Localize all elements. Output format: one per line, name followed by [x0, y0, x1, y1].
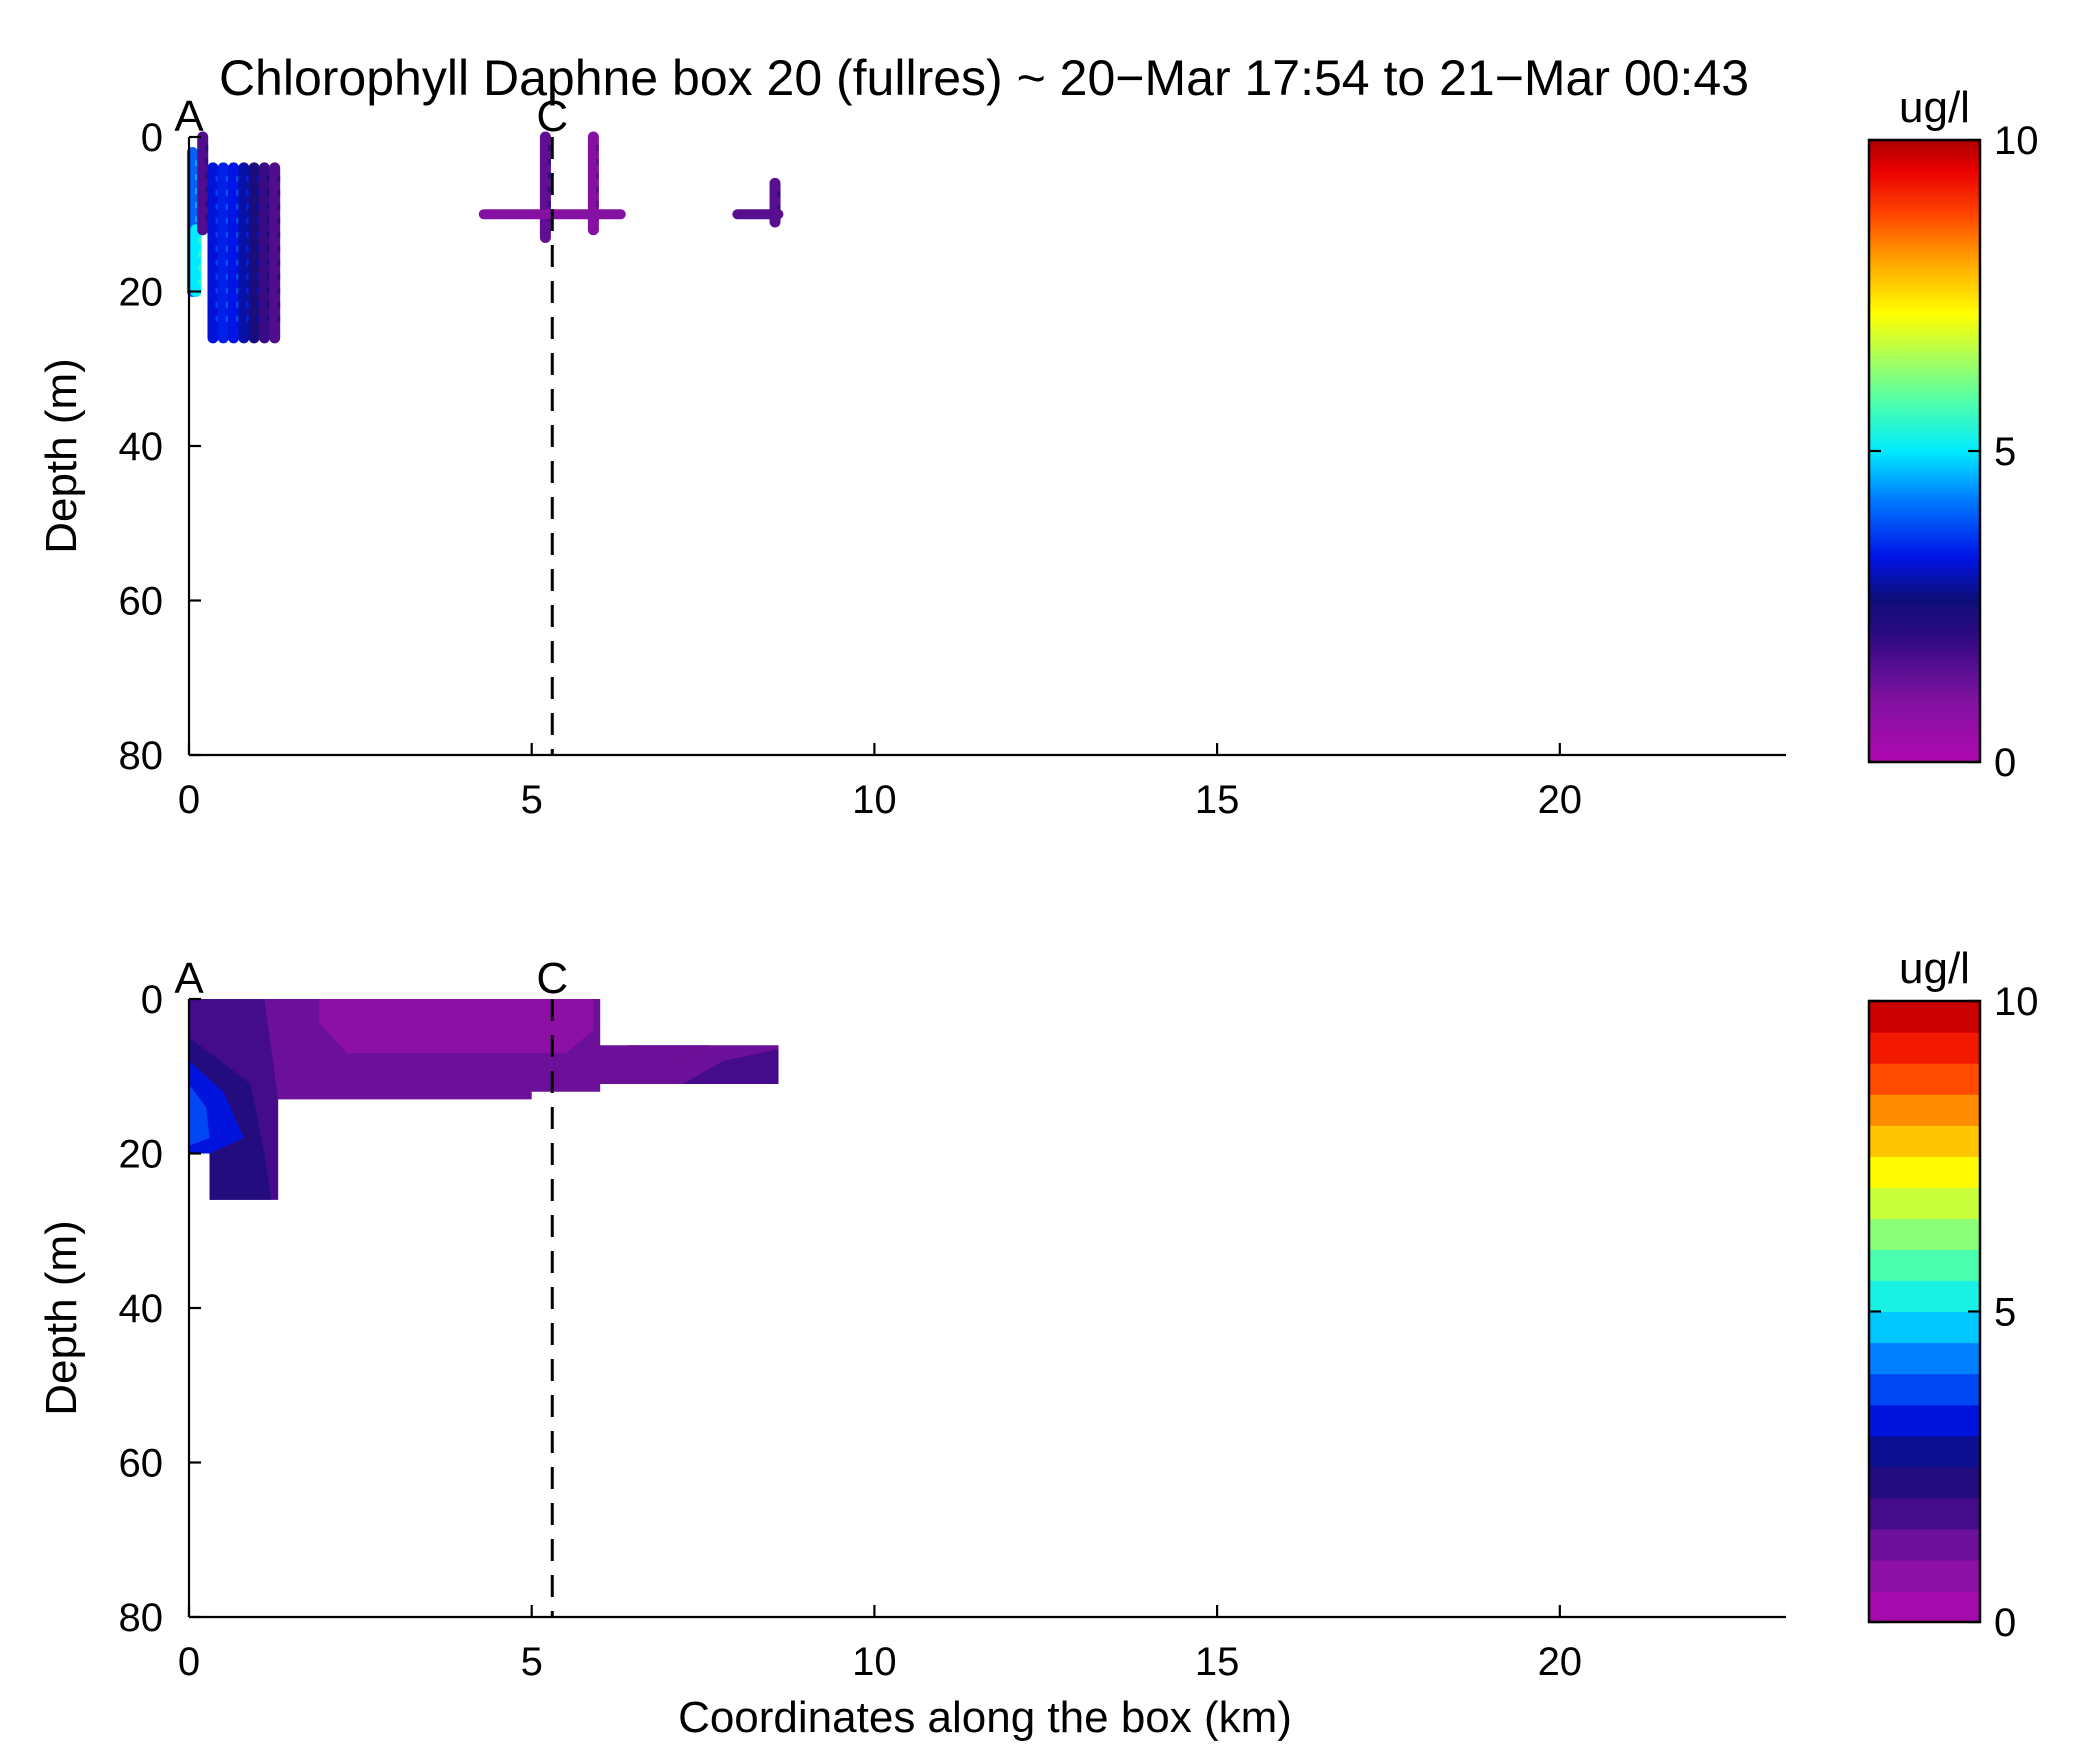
x-tick-label: 10	[852, 1640, 897, 1684]
colorbar-tick-label: 10	[1994, 119, 2039, 163]
top-panel: 0 5 10 15 20 0 20 40 60 80 A C Depth (m) 0 5 10 ug…	[37, 83, 2039, 822]
contour-region	[319, 999, 594, 1054]
y-tick-label: 0	[141, 116, 163, 160]
x-tick-label: 0	[178, 1640, 200, 1684]
bottom-x-ticks: 0 5 10 15 20	[178, 1605, 1582, 1684]
colorbar-level	[1869, 1311, 1980, 1344]
colorbar-level	[1869, 1528, 1980, 1561]
x-tick-label: 5	[521, 1640, 543, 1684]
colorbar-level	[1869, 1001, 1980, 1033]
x-tick-label: 0	[178, 778, 200, 822]
chart-title: Chlorophyll Daphne box 20 (fullres) ~ 20…	[219, 50, 1749, 106]
colorbar-tick-label: 0	[1994, 1601, 2016, 1645]
bottom-marker-a-label: A	[174, 954, 204, 1003]
contour-region	[682, 1049, 779, 1084]
y-tick-label: 20	[119, 271, 164, 315]
y-tick-label: 0	[141, 978, 163, 1022]
x-tick-label: 15	[1195, 778, 1240, 822]
bottom-marker-c-label: C	[536, 954, 568, 1003]
top-colorbar-ticks: 0 5 10	[1869, 119, 2039, 785]
colorbar-level	[1869, 1094, 1980, 1126]
y-tick-label: 80	[119, 1596, 164, 1640]
bottom-panel: 0 5 10 15 20 0 20 40 60 80 A C Depth (m) Coordin…	[37, 944, 2039, 1742]
colorbar-level	[1869, 1063, 1980, 1095]
colorbar-level	[1869, 1497, 1980, 1530]
colorbar-level	[1869, 1249, 1980, 1282]
x-tick-label: 5	[521, 778, 543, 822]
x-tick-label: 10	[852, 778, 897, 822]
contour-region	[189, 1084, 210, 1146]
top-colorbar-gradient	[1869, 140, 1980, 762]
x-tick-label: 15	[1195, 1640, 1240, 1684]
top-marker-c-label: C	[536, 92, 568, 141]
top-y-axis-label: Depth (m)	[37, 358, 86, 554]
y-tick-label: 20	[119, 1133, 164, 1177]
top-scatter-layer	[186, 131, 784, 344]
y-tick-label: 60	[119, 580, 164, 624]
bottom-colorbar-levels	[1869, 1001, 1980, 1623]
x-tick-label: 20	[1538, 778, 1583, 822]
y-tick-label: 40	[119, 425, 164, 469]
colorbar-level	[1869, 1466, 1980, 1499]
y-tick-label: 80	[119, 734, 164, 778]
bottom-contour-layer	[189, 999, 779, 1200]
top-marker-a-label: A	[174, 92, 204, 141]
x-tick-label: 20	[1538, 1640, 1583, 1684]
bottom-colorbar-unit: ug/l	[1899, 944, 1970, 993]
bottom-colorbar: 0 5 10 ug/l	[1867, 944, 2039, 1645]
colorbar-level	[1869, 1187, 1980, 1219]
bottom-colorbar-ticks: 0 5 10	[1869, 980, 2039, 1645]
colorbar-level	[1869, 1156, 1980, 1188]
colorbar-level	[1869, 1373, 1980, 1406]
y-tick-label: 40	[119, 1287, 164, 1331]
colorbar-tick-label: 10	[1994, 980, 2039, 1024]
colorbar-level	[1869, 1125, 1980, 1157]
y-tick-label: 60	[119, 1442, 164, 1486]
colorbar-level	[1869, 1342, 1980, 1375]
bottom-x-axis-label: Coordinates along the box (km)	[678, 1693, 1292, 1742]
top-x-ticks: 0 5 10 15 20	[178, 743, 1582, 822]
top-colorbar: 0 5 10 ug/l	[1867, 83, 2039, 785]
colorbar-tick-label: 5	[1994, 430, 2016, 474]
colorbar-level	[1869, 1032, 1980, 1064]
contour-region	[627, 1045, 710, 1069]
colorbar-level	[1869, 1559, 1980, 1592]
colorbar-tick-label: 0	[1994, 741, 2016, 785]
colorbar-level	[1869, 1280, 1980, 1313]
colorbar-level	[1869, 1404, 1980, 1437]
top-y-ticks: 0 20 40 60 80	[119, 116, 201, 778]
colorbar-level	[1869, 1435, 1980, 1468]
colorbar-level	[1869, 1590, 1980, 1623]
top-colorbar-unit: ug/l	[1899, 83, 1970, 132]
colorbar-tick-label: 5	[1994, 1291, 2016, 1335]
bottom-y-axis-label: Depth (m)	[37, 1220, 86, 1416]
bottom-y-ticks: 0 20 40 60 80	[119, 978, 201, 1640]
colorbar-level	[1869, 1218, 1980, 1250]
